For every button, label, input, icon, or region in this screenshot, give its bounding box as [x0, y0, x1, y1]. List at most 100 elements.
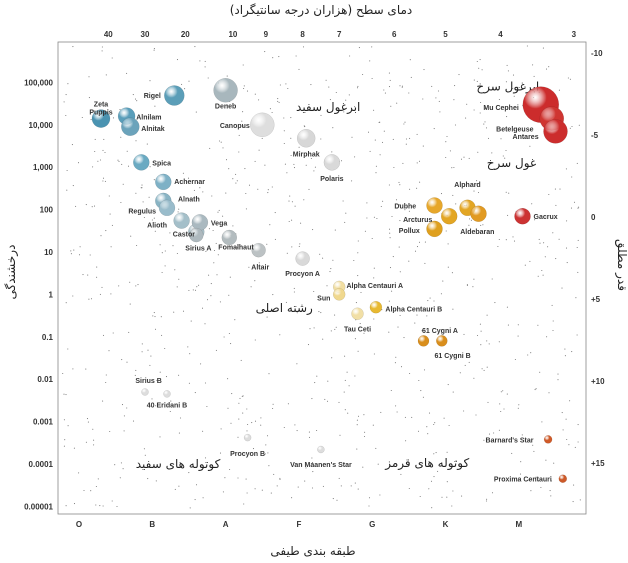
background-star-dot	[354, 375, 356, 377]
background-star-dot	[300, 222, 302, 224]
background-star-dot	[266, 316, 268, 318]
background-star-dot	[335, 326, 337, 328]
background-star-dot	[513, 240, 516, 242]
background-star-dot	[136, 100, 138, 102]
background-star-dot	[121, 404, 124, 406]
background-star-dot	[391, 290, 393, 292]
background-star-dot	[153, 49, 155, 51]
background-star-dot	[498, 429, 500, 431]
background-star-dot	[342, 200, 344, 202]
background-star-dot	[500, 410, 502, 413]
background-star-dot	[500, 138, 502, 140]
background-star-dot	[486, 498, 488, 500]
background-star-dot	[357, 252, 359, 254]
background-star-dot	[242, 125, 244, 127]
top-tick-label: 7	[337, 30, 342, 39]
background-star-dot	[552, 320, 554, 322]
background-star-dot	[382, 200, 384, 202]
background-star-dot	[236, 180, 238, 182]
background-star-dot	[122, 468, 124, 470]
region-label: ابرغول سرخ	[476, 80, 539, 95]
background-star-dot	[332, 498, 334, 500]
background-star-dot	[143, 216, 145, 219]
background-star-dot	[132, 94, 134, 96]
background-star-dot	[104, 180, 106, 182]
background-star-dot	[577, 441, 579, 443]
background-star-dot	[164, 265, 166, 267]
background-star-dot	[160, 316, 162, 318]
background-star-dot	[453, 166, 455, 169]
background-star-dot	[414, 250, 417, 252]
background-star-dot	[396, 102, 398, 104]
background-star-dot	[251, 422, 253, 424]
background-star-dot	[379, 494, 381, 496]
background-star-dot	[254, 488, 256, 490]
background-star-dot	[410, 76, 412, 78]
background-star-dot	[480, 344, 482, 346]
background-star-dot	[227, 378, 229, 380]
background-star-dot	[245, 478, 247, 480]
background-star-dot	[339, 434, 341, 436]
background-star-dot	[551, 304, 553, 306]
background-star-dot	[316, 375, 318, 377]
background-star-dot	[373, 277, 375, 279]
background-star-dot	[409, 59, 411, 61]
background-star-dot	[546, 336, 548, 338]
background-star-dot	[344, 355, 346, 357]
background-star-dot	[174, 488, 176, 490]
background-star-dot	[181, 83, 183, 85]
background-star-dot	[437, 470, 439, 472]
background-star-dot	[123, 415, 125, 417]
background-star-dot	[455, 460, 457, 462]
background-star-dot	[118, 285, 120, 287]
background-star-dot	[502, 155, 504, 157]
background-star-dot	[378, 121, 380, 124]
background-star-dot	[357, 415, 360, 417]
background-star-dot	[478, 67, 480, 69]
background-star-dot	[366, 217, 368, 219]
background-star-dot	[268, 373, 270, 375]
background-star-dot	[92, 428, 94, 430]
background-star-dot	[357, 488, 359, 490]
background-star-dot	[189, 353, 191, 355]
star-point	[426, 197, 443, 214]
background-star-dot	[207, 77, 209, 79]
background-star-dot	[268, 465, 270, 467]
background-star-dot	[271, 186, 273, 188]
background-star-dot	[102, 180, 104, 182]
background-star-dot	[535, 476, 537, 478]
background-star-dot	[358, 47, 360, 49]
background-star-dot	[344, 409, 346, 411]
background-star-dot	[469, 218, 471, 220]
background-star-dot	[310, 157, 312, 160]
star-point	[543, 435, 553, 444]
background-star-dot	[445, 230, 447, 232]
background-star-dot	[90, 119, 92, 121]
background-star-dot	[95, 485, 97, 488]
background-star-dot	[174, 269, 176, 271]
background-star-dot	[392, 256, 394, 258]
background-star-dot	[62, 372, 64, 375]
background-star-dot	[445, 156, 447, 159]
star-point	[470, 205, 487, 222]
background-star-dot	[451, 272, 453, 274]
background-star-dot	[528, 137, 530, 139]
background-star-dot	[422, 145, 424, 147]
background-star-dot	[452, 308, 454, 310]
background-star-dot	[357, 350, 359, 352]
background-star-dot	[65, 394, 67, 396]
background-star-dot	[293, 167, 296, 169]
background-star-dot	[376, 217, 378, 220]
background-star-dot	[423, 69, 425, 71]
background-star-dot	[94, 138, 96, 140]
background-star-dot	[537, 324, 539, 326]
background-star-dot	[108, 195, 110, 197]
background-star-dot	[331, 151, 333, 153]
y-tick-label: 100,000	[24, 78, 53, 87]
background-star-dot	[558, 238, 560, 240]
background-star-dot	[535, 388, 537, 390]
background-star-dot	[146, 143, 148, 145]
background-star-dot	[85, 204, 87, 206]
background-star-dot	[375, 165, 377, 167]
background-star-dot	[190, 320, 192, 322]
